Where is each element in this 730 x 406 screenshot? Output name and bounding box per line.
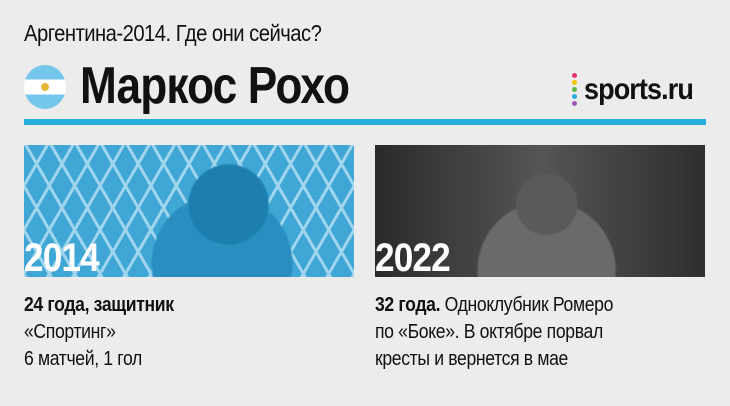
caption-line: по «Боке». В октябре порвал [375,321,603,343]
divider-bar [24,119,706,125]
logo-text: sports.ru [584,73,694,106]
photo-2022: 2022 [375,145,705,277]
sun-icon [41,83,49,91]
caption-bold: 24 года, защитник [24,294,174,316]
subtitle: Аргентина-2014. Где они сейчас? [24,20,322,46]
logo-dots-icon [572,73,578,108]
year-label: 2022 [375,236,451,277]
year-label: 2014 [24,236,100,277]
caption-line: 6 матчей, 1 гол [24,348,142,370]
argentina-flag-icon [24,65,66,109]
caption-bold: 32 года. [375,294,441,316]
caption-2014: 24 года, защитник «Спортинг» 6 матчей, 1… [24,292,174,373]
photo-2014: 2014 [24,145,354,277]
page-title: Маркос Рохо [80,57,350,115]
caption-line: кресты и вернется в мае [375,348,568,370]
caption-2022: 32 года. Одноклубник Ромеро по «Боке». В… [375,292,613,373]
caption-line: «Спортинг» [24,321,116,343]
caption-line: Одноклубник Ромеро [440,294,614,316]
